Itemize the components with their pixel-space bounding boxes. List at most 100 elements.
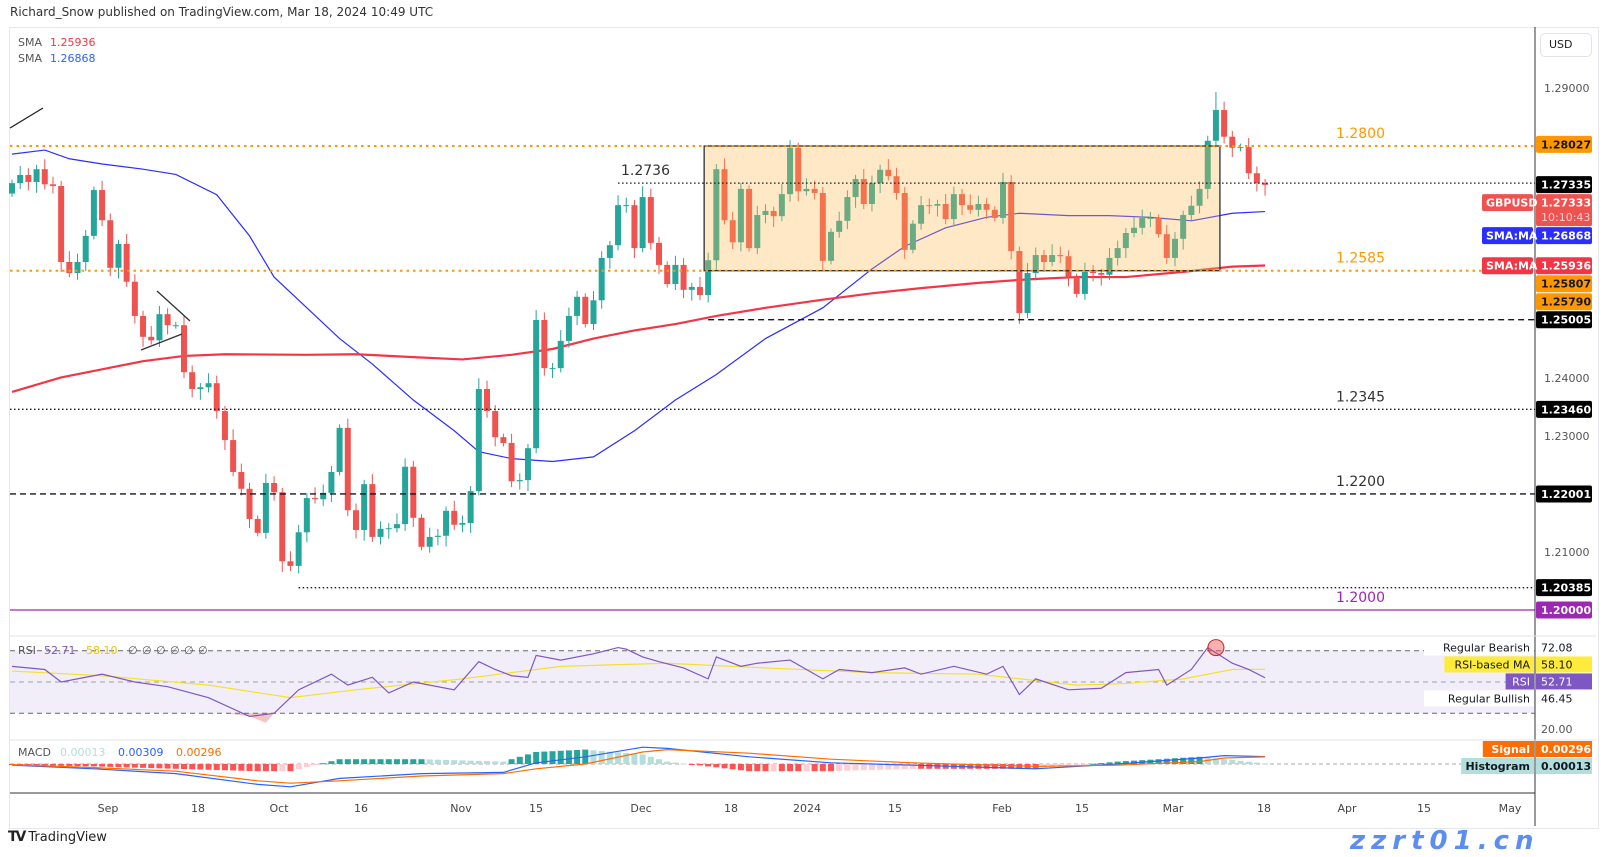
candle[interactable] bbox=[17, 165, 24, 190]
candle[interactable] bbox=[926, 198, 933, 215]
candle[interactable] bbox=[795, 142, 802, 202]
candle[interactable] bbox=[1040, 249, 1047, 272]
candle[interactable] bbox=[1188, 195, 1195, 221]
candle[interactable] bbox=[254, 515, 261, 537]
candle[interactable] bbox=[303, 492, 310, 543]
candle[interactable] bbox=[1212, 92, 1219, 146]
candle[interactable] bbox=[82, 229, 89, 272]
candle[interactable] bbox=[230, 429, 237, 477]
candle[interactable] bbox=[623, 197, 630, 213]
candle[interactable] bbox=[877, 164, 884, 194]
candle[interactable] bbox=[1098, 268, 1105, 286]
candle[interactable] bbox=[688, 282, 695, 301]
candle[interactable] bbox=[1008, 175, 1015, 260]
candle[interactable] bbox=[205, 373, 212, 393]
candle[interactable] bbox=[762, 204, 769, 224]
candle[interactable] bbox=[901, 187, 908, 259]
candle[interactable] bbox=[606, 240, 613, 269]
rsi-line[interactable] bbox=[11, 646, 1266, 718]
candle[interactable] bbox=[123, 234, 130, 287]
bearish-divergence-marker[interactable] bbox=[1207, 639, 1225, 657]
candle[interactable] bbox=[484, 380, 491, 418]
candle[interactable] bbox=[1229, 130, 1236, 157]
candle[interactable] bbox=[180, 316, 187, 379]
candle[interactable] bbox=[1073, 273, 1080, 298]
candle[interactable] bbox=[344, 418, 351, 517]
candle[interactable] bbox=[33, 164, 40, 193]
candle[interactable] bbox=[1131, 216, 1138, 238]
candle[interactable] bbox=[352, 503, 359, 539]
candle[interactable] bbox=[492, 405, 499, 447]
candle[interactable] bbox=[1155, 214, 1162, 238]
candle[interactable] bbox=[1196, 181, 1203, 214]
candle[interactable] bbox=[189, 365, 196, 398]
candle[interactable] bbox=[664, 261, 671, 288]
candle[interactable] bbox=[1049, 244, 1056, 267]
candle[interactable] bbox=[312, 487, 319, 504]
candle[interactable] bbox=[598, 251, 605, 309]
candle[interactable] bbox=[451, 500, 458, 530]
candle[interactable] bbox=[99, 180, 106, 227]
candle[interactable] bbox=[1016, 246, 1023, 324]
candle[interactable] bbox=[893, 167, 900, 200]
candle[interactable] bbox=[385, 523, 392, 539]
candle[interactable] bbox=[418, 514, 425, 551]
candle[interactable] bbox=[213, 375, 220, 419]
candle[interactable] bbox=[803, 178, 810, 196]
candle[interactable] bbox=[909, 220, 916, 254]
candle[interactable] bbox=[631, 200, 638, 259]
candle[interactable] bbox=[942, 194, 949, 225]
candle[interactable] bbox=[426, 527, 433, 553]
candle[interactable] bbox=[721, 158, 728, 225]
sma-50-line[interactable] bbox=[11, 149, 1266, 463]
candle[interactable] bbox=[500, 433, 507, 447]
candle[interactable] bbox=[959, 189, 966, 216]
candle[interactable] bbox=[475, 378, 482, 496]
candle[interactable] bbox=[41, 159, 48, 190]
candle[interactable] bbox=[221, 405, 228, 451]
candle[interactable] bbox=[656, 236, 663, 275]
candle[interactable] bbox=[279, 487, 286, 573]
currency-selector[interactable]: USD bbox=[1540, 33, 1592, 57]
consolidation-range-box[interactable] bbox=[703, 145, 1221, 272]
candle[interactable] bbox=[148, 326, 155, 345]
candle[interactable] bbox=[819, 187, 826, 271]
candle[interactable] bbox=[66, 251, 73, 278]
candle[interactable] bbox=[1081, 262, 1088, 300]
candle[interactable] bbox=[533, 310, 540, 454]
triangle-lower-line[interactable] bbox=[140, 333, 183, 351]
candle[interactable] bbox=[541, 312, 548, 376]
candle[interactable] bbox=[328, 466, 335, 503]
candle[interactable] bbox=[672, 255, 679, 290]
trendline[interactable] bbox=[9, 107, 44, 129]
candle[interactable] bbox=[991, 206, 998, 222]
macd-legend[interactable]: MACD 0.00013 0.00309 0.00296 bbox=[18, 746, 222, 759]
candle[interactable] bbox=[1114, 240, 1121, 266]
candle[interactable] bbox=[361, 479, 368, 541]
candle[interactable] bbox=[1163, 224, 1170, 264]
candle[interactable] bbox=[1122, 227, 1129, 259]
candle[interactable] bbox=[336, 424, 343, 476]
rsi-ma-line[interactable] bbox=[11, 662, 1266, 699]
candle[interactable] bbox=[524, 443, 531, 491]
candle[interactable] bbox=[271, 476, 278, 501]
candle[interactable] bbox=[1024, 263, 1031, 319]
candle[interactable] bbox=[647, 188, 654, 250]
candle[interactable] bbox=[713, 164, 720, 271]
candle[interactable] bbox=[746, 185, 753, 252]
candle[interactable] bbox=[1147, 212, 1154, 228]
candle[interactable] bbox=[9, 179, 15, 198]
candle[interactable] bbox=[778, 184, 785, 222]
candle[interactable] bbox=[828, 228, 834, 265]
candle[interactable] bbox=[90, 186, 97, 240]
candle[interactable] bbox=[443, 506, 450, 547]
candle[interactable] bbox=[516, 473, 523, 490]
candle[interactable] bbox=[1032, 247, 1039, 281]
candle[interactable] bbox=[754, 205, 761, 254]
candle[interactable] bbox=[467, 485, 474, 533]
candle[interactable] bbox=[1090, 265, 1097, 282]
candle[interactable] bbox=[238, 463, 245, 496]
candle[interactable] bbox=[107, 213, 114, 277]
candle[interactable] bbox=[1253, 166, 1260, 192]
candle[interactable] bbox=[565, 307, 572, 348]
